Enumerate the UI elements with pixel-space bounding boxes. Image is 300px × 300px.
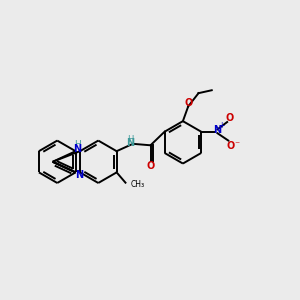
Text: N: N: [213, 125, 221, 135]
Text: ⁻: ⁻: [235, 140, 240, 150]
Text: O: O: [226, 141, 235, 151]
Text: CH₃: CH₃: [131, 180, 145, 189]
Text: N: N: [75, 170, 83, 180]
Text: O: O: [185, 98, 193, 108]
Text: N: N: [126, 138, 134, 148]
Text: +: +: [218, 122, 224, 130]
Text: O: O: [225, 112, 233, 123]
Text: O: O: [147, 161, 155, 172]
Text: H: H: [127, 135, 134, 144]
Text: H: H: [74, 140, 80, 149]
Text: N: N: [73, 144, 81, 154]
